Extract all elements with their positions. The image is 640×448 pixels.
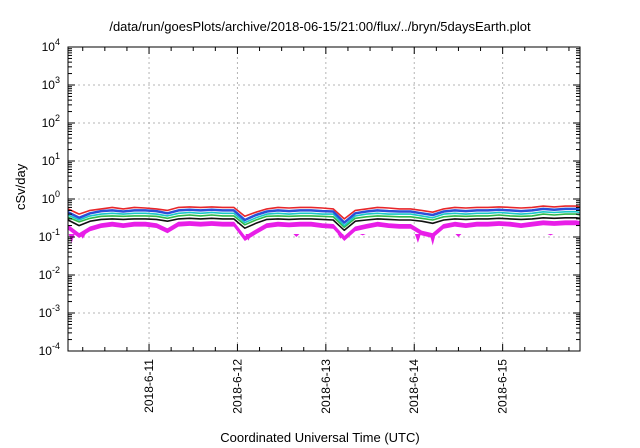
tick-layer: 10-410-310-210-11001011021031042018-6-11…	[39, 37, 580, 414]
y-tick-exponent: 3	[55, 75, 60, 85]
x-tick-label: 2018-6-13	[319, 359, 333, 414]
y-tick-label: 104	[42, 37, 60, 54]
lowest-series-band	[68, 221, 580, 241]
y-tick-base: 10	[42, 116, 56, 130]
series-layer	[67, 205, 581, 246]
y-tick-base: 10	[39, 306, 53, 320]
y-tick-label: 100	[42, 189, 60, 206]
y-tick-label: 10-4	[39, 341, 60, 358]
y-tick-label: 10-1	[39, 227, 60, 244]
x-tick-label: 2018-6-11	[142, 359, 156, 413]
minimum-dip	[293, 234, 300, 237]
y-axis-label: cSv/day	[13, 163, 28, 210]
y-tick-base: 10	[42, 40, 56, 54]
series-line	[67, 207, 581, 224]
series-line	[67, 211, 581, 227]
x-tick-label: 2018-6-12	[230, 359, 244, 414]
y-tick-base: 10	[39, 268, 53, 282]
y-tick-base: 10	[42, 154, 56, 168]
y-tick-base: 10	[39, 344, 53, 358]
y-tick-base: 10	[39, 230, 53, 244]
y-tick-label: 10-2	[39, 265, 60, 282]
minimum-dip	[359, 234, 366, 236]
y-tick-base: 10	[42, 78, 56, 92]
x-tick-label: 2018-6-15	[496, 359, 510, 414]
minimum-dip	[414, 234, 421, 243]
y-tick-label: 10-3	[39, 303, 60, 320]
minimum-dip	[547, 234, 554, 236]
y-tick-exponent: -3	[52, 303, 60, 313]
y-tick-exponent: 4	[55, 37, 60, 47]
y-tick-label: 103	[42, 75, 60, 92]
y-tick-base: 10	[42, 192, 56, 206]
minimum-dip	[455, 234, 462, 237]
series-line	[67, 213, 581, 229]
chart-title: /data/run/goesPlots/archive/2018-06-15/2…	[109, 19, 531, 34]
series-line	[67, 205, 581, 220]
y-tick-exponent: -1	[52, 227, 60, 237]
grid-layer	[68, 47, 580, 351]
y-tick-exponent: -2	[52, 265, 60, 275]
y-tick-exponent: 0	[55, 189, 60, 199]
y-tick-label: 101	[42, 151, 60, 168]
series-line	[67, 220, 581, 238]
x-tick-label: 2018-6-14	[407, 359, 421, 414]
x-axis-label: Coordinated Universal Time (UTC)	[220, 430, 420, 445]
y-tick-exponent: 2	[55, 113, 60, 123]
minimum-dip	[429, 234, 436, 246]
minimum-dip	[79, 234, 86, 239]
y-tick-exponent: -4	[52, 341, 60, 351]
plot-frame	[67, 46, 581, 352]
y-tick-label: 102	[42, 113, 60, 130]
series-line	[67, 217, 581, 232]
y-tick-exponent: 1	[55, 151, 60, 161]
